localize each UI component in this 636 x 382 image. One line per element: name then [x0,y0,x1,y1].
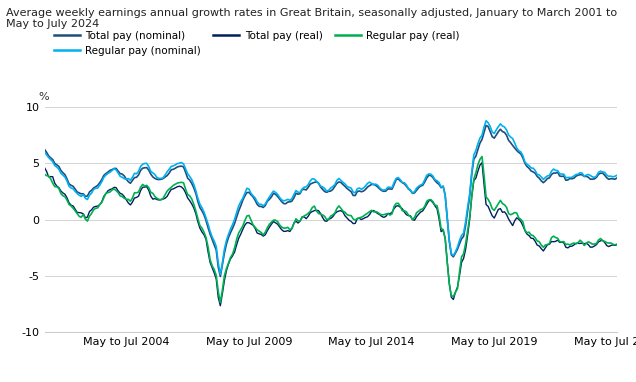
Text: %: % [39,92,50,102]
Legend: Total pay (nominal), Regular pay (nominal), Total pay (real), Regular pay (real): Total pay (nominal), Regular pay (nomina… [50,26,464,60]
Text: Average weekly earnings annual growth rates in Great Britain, seasonally adjuste: Average weekly earnings annual growth ra… [6,8,618,29]
